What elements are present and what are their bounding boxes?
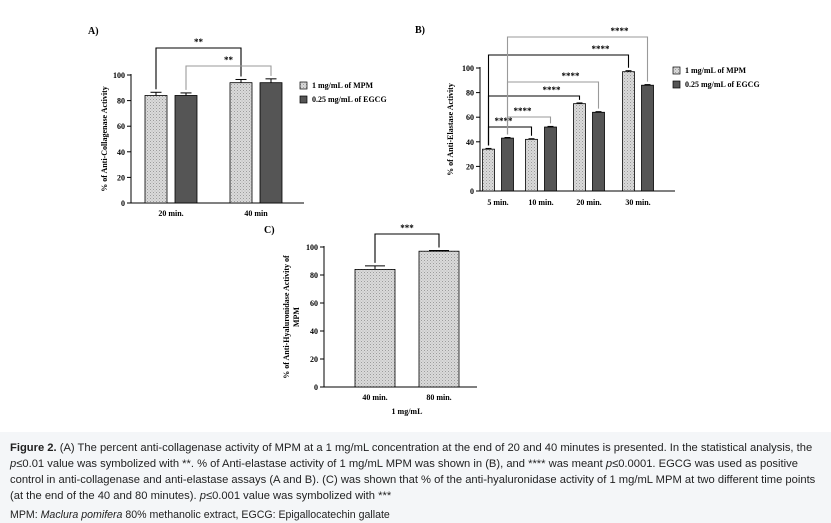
y-tick-label: 40 bbox=[466, 138, 474, 147]
abbrev-prefix: MPM: bbox=[10, 509, 41, 521]
caption-paragraph: Figure 2. (A) The percent anti-collagena… bbox=[10, 440, 821, 504]
x-tick-label: 10 min. bbox=[528, 198, 553, 207]
panel-c: C) 0 20 40 60 80 100 % of Anti-Hyaluronidase Ac… bbox=[250, 215, 510, 430]
y-tick-label: 80 bbox=[117, 97, 125, 106]
legend-swatch-mpm bbox=[672, 66, 681, 75]
y-tick-label: 60 bbox=[117, 122, 125, 131]
significance-bracket bbox=[155, 47, 242, 90]
panel-b: B) 0 20 40 60 80 100 % of Anti-Elastase Activit… bbox=[405, 0, 831, 215]
y-tick-label: 20 bbox=[117, 173, 125, 182]
x-tick-label: 30 min. bbox=[625, 198, 650, 207]
legend-swatch-egcg bbox=[672, 80, 681, 89]
legend-label-egcg: 0.25 mg/mL of EGCG bbox=[312, 95, 387, 104]
significance-label: ** bbox=[224, 55, 234, 65]
x-tick-label: 20 min. bbox=[576, 198, 601, 207]
chart-a: A) 0 20 40 60 80 100 % of Anti-Collagenase Acti… bbox=[88, 26, 387, 218]
panel-label-a: A) bbox=[88, 26, 99, 37]
y-tick-label: 80 bbox=[466, 89, 474, 98]
y-tick-label: 20 bbox=[310, 355, 318, 364]
bar-mpm bbox=[482, 148, 495, 192]
abbreviations: MPM: Maclura pomifera 80% methanolic ext… bbox=[10, 507, 821, 523]
caption-p-1: p bbox=[10, 458, 17, 470]
significance-bracket bbox=[487, 54, 630, 146]
y-axis-title-line2: MPM bbox=[292, 307, 301, 327]
panel-label-b: B) bbox=[415, 25, 425, 36]
bar-mpm bbox=[354, 269, 396, 388]
y-tick-label: 60 bbox=[310, 299, 318, 308]
caption-text-1: (A) The percent anti-collagenase activit… bbox=[56, 442, 813, 454]
panel-a: A) 0 20 40 60 80 100 % of Anti-Collagenase Acti… bbox=[0, 0, 420, 230]
figure-label: Figure 2. bbox=[10, 442, 57, 454]
y-axis-title: % of Anti-Elastase Activity bbox=[446, 83, 455, 176]
x-tick-label: 20 min. bbox=[158, 209, 183, 218]
bar-mpm bbox=[418, 250, 460, 388]
significance-bracket bbox=[374, 233, 440, 263]
bar-egcg bbox=[592, 111, 605, 192]
y-tick-label: 80 bbox=[310, 271, 318, 280]
bar-egcg bbox=[259, 82, 283, 204]
x-tick-label: 40 min. bbox=[362, 393, 387, 402]
abbrev-species: Maclura pomifera bbox=[40, 509, 123, 521]
legend-swatch-egcg bbox=[299, 95, 308, 104]
caption-text-4: ≤0.001 value was symbolized with *** bbox=[205, 490, 392, 502]
y-tick-label: 100 bbox=[113, 71, 125, 80]
panel-label-c: C) bbox=[264, 225, 275, 236]
abbrev-rest: 80% methanolic extract, EGCG: Epigalloca… bbox=[122, 509, 390, 521]
y-tick-label: 40 bbox=[117, 148, 125, 157]
bar-mpm bbox=[229, 82, 253, 204]
bar-mpm bbox=[622, 71, 635, 192]
significance-label: *** bbox=[400, 223, 414, 233]
y-tick-label: 40 bbox=[310, 327, 318, 336]
y-tick-label: 0 bbox=[121, 199, 125, 208]
caption-text-3: ≤0.0001. EGCG was used as positive contr… bbox=[10, 458, 816, 502]
caption-p-3: p bbox=[199, 490, 206, 502]
x-tick-label: 40 min bbox=[244, 209, 268, 218]
chart-c: C) 0 20 40 60 80 100 % of Anti-Hyaluronidase Ac… bbox=[264, 223, 477, 416]
significance-label: **** bbox=[611, 26, 630, 36]
bar-egcg bbox=[544, 126, 557, 192]
legend-label-egcg: 0.25 mg/mL of EGCG bbox=[685, 80, 760, 89]
significance-label: **** bbox=[495, 116, 514, 126]
y-tick-label: 100 bbox=[462, 64, 474, 73]
y-axis-title: % of Anti-Hyaluronidase Activity of bbox=[282, 255, 291, 379]
significance-bracket bbox=[185, 65, 272, 90]
y-axis-title: % of Anti-Collagenase Activity bbox=[100, 86, 109, 192]
caption-p-2: p bbox=[605, 458, 613, 470]
legend-swatch-mpm bbox=[299, 81, 308, 90]
figure-caption: Figure 2. (A) The percent anti-collagena… bbox=[0, 432, 831, 523]
chart-b: B) 0 20 40 60 80 100 % of Anti-Elastase Activit… bbox=[415, 25, 760, 207]
y-tick-label: 0 bbox=[314, 383, 318, 392]
bar-egcg bbox=[174, 95, 198, 204]
significance-label: **** bbox=[562, 71, 581, 81]
significance-label: **** bbox=[543, 85, 562, 95]
legend-label-mpm: 1 mg/mL of MPM bbox=[685, 66, 747, 75]
bar-egcg bbox=[501, 137, 514, 192]
significance-bracket bbox=[506, 116, 552, 135]
y-tick-label: 20 bbox=[466, 162, 474, 171]
significance-label: **** bbox=[592, 44, 611, 54]
significance-label: **** bbox=[514, 106, 533, 116]
x-tick-label: 80 min. bbox=[426, 393, 451, 402]
y-tick-label: 100 bbox=[306, 243, 318, 252]
x-tick-label: 5 min. bbox=[487, 198, 508, 207]
bar-mpm bbox=[525, 138, 538, 192]
significance-bracket bbox=[506, 36, 649, 135]
bar-mpm bbox=[573, 103, 586, 192]
significance-label: ** bbox=[194, 37, 204, 47]
caption-text-2: ≤0.01 value was symbolized with **. % of… bbox=[16, 458, 606, 470]
legend-label-mpm: 1 mg/mL of MPM bbox=[312, 81, 374, 90]
bar-egcg bbox=[641, 84, 654, 192]
bar-mpm bbox=[144, 95, 168, 204]
x-axis-title: 1 mg/mL bbox=[392, 407, 423, 416]
y-tick-label: 0 bbox=[470, 187, 474, 196]
y-tick-label: 60 bbox=[466, 113, 474, 122]
